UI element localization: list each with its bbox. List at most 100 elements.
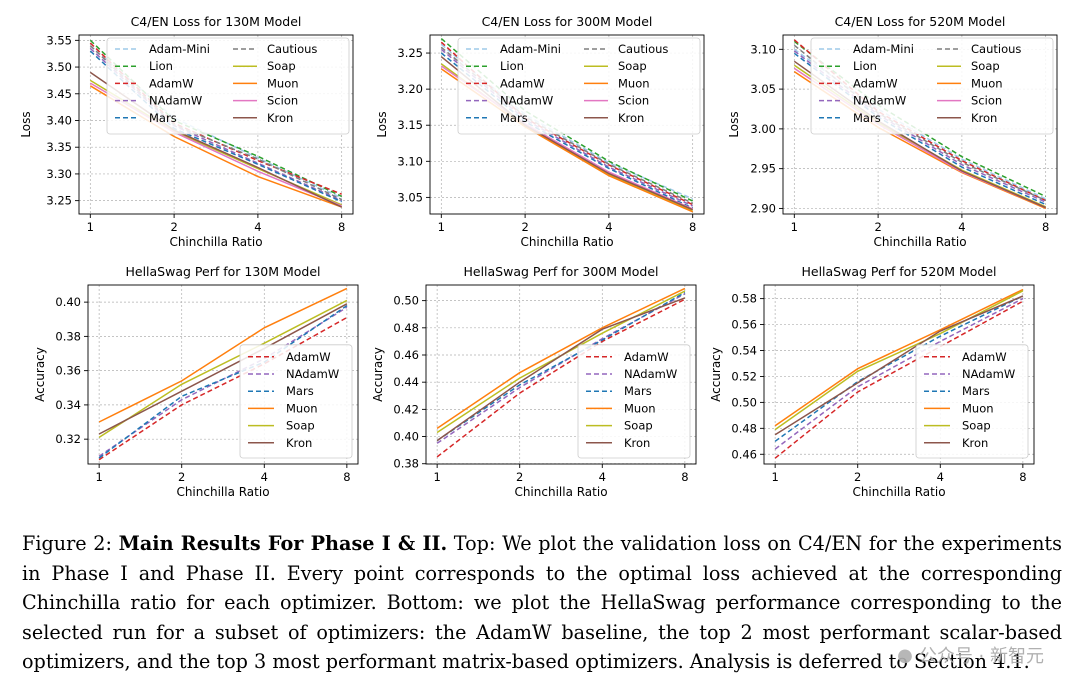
y-tick-label: 2.95 — [750, 162, 776, 176]
legend-label-nadamw: NAdamW — [853, 94, 906, 108]
y-tick-label: 0.44 — [393, 375, 419, 389]
legend: Adam-Mini Lion AdamW NAdamW Mars Cautious Soap… — [457, 37, 701, 135]
chart-panel-5: 1 2 4 8 0.38 0.40 0.42 0.44 0.46 0.48 0.50 HellaSwa… — [371, 264, 697, 499]
y-tick-label: 0.42 — [393, 402, 419, 416]
x-tick-label: 1 — [771, 470, 778, 484]
legend-label-adamw: AdamW — [624, 350, 669, 364]
x-tick-label: 8 — [1042, 220, 1049, 234]
series-line-mars — [440, 52, 694, 209]
y-tick-label: 2.90 — [750, 201, 776, 215]
watermark-text: 公众号 · 新智元 — [918, 646, 1044, 667]
y-tick-label: 3.50 — [46, 60, 72, 74]
legend-label-mars: Mars — [853, 111, 881, 125]
series-line-cautious — [440, 46, 694, 204]
legend-label-soap: Soap — [267, 59, 296, 73]
wechat-icon: ● — [897, 644, 913, 666]
series-line-kron — [774, 295, 1024, 436]
y-tick-label: 0.52 — [731, 369, 757, 383]
series-line-adamw — [98, 316, 348, 461]
legend-label-kron: Kron — [267, 111, 293, 125]
chart-title: HellaSwag Perf for 130M Model — [125, 264, 320, 279]
legend-label-cautious: Cautious — [267, 42, 317, 56]
y-tick-label: 3.25 — [397, 46, 423, 60]
x-tick-label: 4 — [937, 470, 944, 484]
legend: AdamW NAdamW Mars Muon Soap Kron — [577, 344, 691, 459]
x-tick-label: 1 — [433, 470, 440, 484]
y-tick-label: 0.50 — [731, 395, 757, 409]
y-tick-label: 3.10 — [397, 154, 423, 168]
x-tick-label: 1 — [87, 220, 94, 234]
series-line-nadamw — [774, 297, 1024, 450]
y-axis-label: Loss — [19, 111, 33, 137]
x-tick-label: 1 — [438, 220, 445, 234]
axes-frame — [425, 284, 697, 465]
legend-label-scion: Scion — [618, 94, 649, 108]
x-tick-label: 2 — [170, 220, 177, 234]
legend-label-nadamw: NAdamW — [624, 367, 677, 381]
chart-title: HellaSwag Perf for 520M Model — [801, 264, 996, 279]
legend-label-soap: Soap — [624, 419, 653, 433]
y-tick-label: 0.58 — [731, 292, 757, 306]
y-tick-label: 0.34 — [55, 398, 81, 412]
series-line-cautious — [793, 44, 1047, 202]
chart-panel-2: 1 2 4 8 3.05 3.10 3.15 3.20 3.25 C4/EN Loss for 3… — [375, 14, 705, 249]
legend-label-nadamw: NAdamW — [149, 94, 202, 108]
legend-label-kron: Kron — [624, 436, 650, 450]
legend-label-kron: Kron — [618, 111, 644, 125]
y-tick-label: 3.55 — [46, 33, 72, 47]
legend: Adam-Mini Lion AdamW NAdamW Mars Cautious Soap… — [810, 37, 1054, 135]
y-tick-label: 3.05 — [397, 190, 423, 204]
series-line-adamw — [774, 300, 1024, 459]
legend-label-mars: Mars — [962, 384, 990, 398]
series-line-muon — [774, 288, 1024, 427]
chart-title: HellaSwag Perf for 300M Model — [463, 264, 658, 279]
y-tick-label: 3.35 — [46, 140, 72, 154]
x-axis-label: Chinchilla Ratio — [873, 235, 966, 249]
legend-box — [457, 37, 701, 135]
x-tick-label: 4 — [261, 470, 268, 484]
legend-label-lion: Lion — [853, 59, 877, 73]
y-tick-label: 3.25 — [46, 194, 72, 208]
y-tick-label: 3.15 — [397, 118, 423, 132]
legend-label-muon: Muon — [971, 76, 1003, 90]
figure-caption: Figure 2: Main Results For Phase I & II.… — [22, 529, 1062, 677]
series-line-mars — [98, 304, 348, 459]
legend-box — [239, 344, 353, 459]
y-tick-label: 0.46 — [393, 348, 419, 362]
x-axis-label: Chinchilla Ratio — [176, 485, 269, 499]
legend-label-nadamw: NAdamW — [286, 367, 339, 381]
chart-title: C4/EN Loss for 130M Model — [131, 14, 302, 29]
legend-label-mars: Mars — [149, 111, 177, 125]
caption-figure-label: Figure 2: — [22, 532, 112, 555]
legend-label-mars: Mars — [500, 111, 528, 125]
y-tick-label: 0.40 — [55, 295, 81, 309]
series-line-kron — [98, 303, 348, 435]
legend-label-kron: Kron — [286, 436, 312, 450]
y-tick-label: 0.46 — [731, 447, 757, 461]
legend-label-muon: Muon — [618, 76, 650, 90]
legend-label-adamw: AdamW — [286, 350, 331, 364]
y-tick-label: 0.40 — [393, 430, 419, 444]
legend-label-scion: Scion — [267, 94, 298, 108]
legend-label-cautious: Cautious — [971, 42, 1021, 56]
axes-frame — [78, 34, 354, 215]
legend-label-soap: Soap — [286, 419, 315, 433]
legend-label-kron: Kron — [971, 111, 997, 125]
x-tick-label: 2 — [516, 470, 523, 484]
legend-label-adam-mini: Adam-Mini — [500, 42, 561, 56]
x-axis-label: Chinchilla Ratio — [520, 235, 613, 249]
y-tick-label: 0.54 — [731, 344, 757, 358]
legend-label-soap: Soap — [962, 419, 991, 433]
legend-box — [915, 344, 1029, 459]
x-tick-label: 8 — [343, 470, 350, 484]
legend-label-soap: Soap — [618, 59, 647, 73]
y-tick-label: 3.20 — [397, 82, 423, 96]
legend-box — [106, 37, 350, 135]
chart-title: C4/EN Loss for 300M Model — [482, 14, 653, 29]
figure-2: 1 2 4 8 3.25 3.30 3.35 3.40 3.45 3.50 3.55 C4/EN Lo… — [19, 14, 1058, 499]
y-axis-label: Loss — [375, 111, 389, 137]
legend-label-muon: Muon — [267, 76, 299, 90]
y-axis-label: Accuracy — [33, 347, 47, 402]
legend-label-soap: Soap — [971, 59, 1000, 73]
y-tick-label: 0.48 — [731, 421, 757, 435]
